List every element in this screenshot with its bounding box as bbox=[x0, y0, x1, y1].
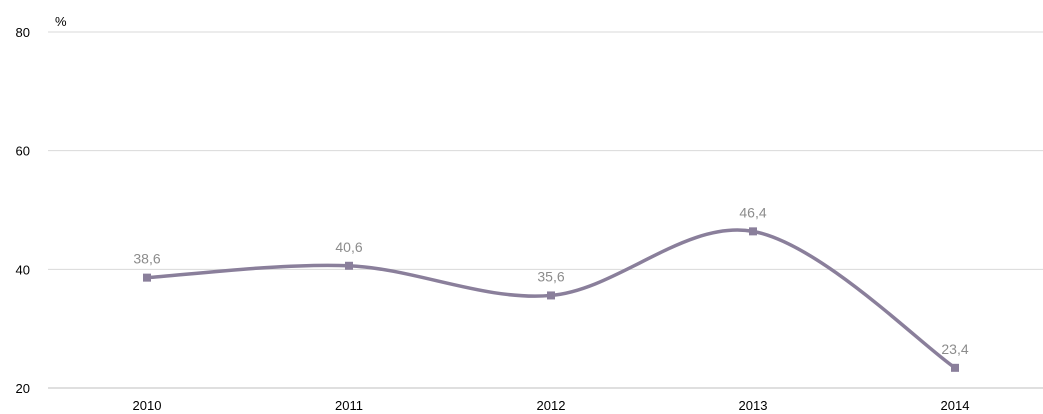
data-point-marker bbox=[749, 227, 757, 236]
y-tick-label: 40 bbox=[16, 262, 30, 277]
y-tick-label: 20 bbox=[16, 381, 30, 396]
y-axis-unit-label: % bbox=[55, 14, 67, 29]
x-tick-label: 2010 bbox=[133, 398, 162, 413]
grid-lines bbox=[48, 31, 1043, 389]
data-label: 40,6 bbox=[335, 239, 362, 255]
y-tick-label: 60 bbox=[16, 144, 30, 159]
data-point-marker bbox=[143, 273, 151, 282]
x-axis-ticks: 2010 2011 2012 2013 2014 bbox=[133, 398, 970, 413]
x-tick-label: 2013 bbox=[739, 398, 768, 413]
data-point-marker bbox=[951, 363, 959, 372]
data-point-marker bbox=[547, 291, 555, 300]
data-labels: 38,6 40,6 35,6 46,4 23,4 bbox=[133, 204, 968, 356]
x-tick-label: 2011 bbox=[335, 398, 363, 413]
data-point-marker bbox=[345, 261, 353, 270]
x-tick-label: 2014 bbox=[941, 398, 970, 413]
x-tick-label: 2012 bbox=[537, 398, 566, 413]
data-markers bbox=[143, 227, 959, 372]
data-label: 38,6 bbox=[133, 251, 160, 267]
data-label: 35,6 bbox=[537, 268, 564, 284]
data-label: 46,4 bbox=[739, 204, 766, 220]
y-axis-ticks: 20 40 60 80 bbox=[16, 25, 30, 396]
y-tick-label: 80 bbox=[16, 25, 30, 40]
data-label: 23,4 bbox=[941, 341, 968, 357]
